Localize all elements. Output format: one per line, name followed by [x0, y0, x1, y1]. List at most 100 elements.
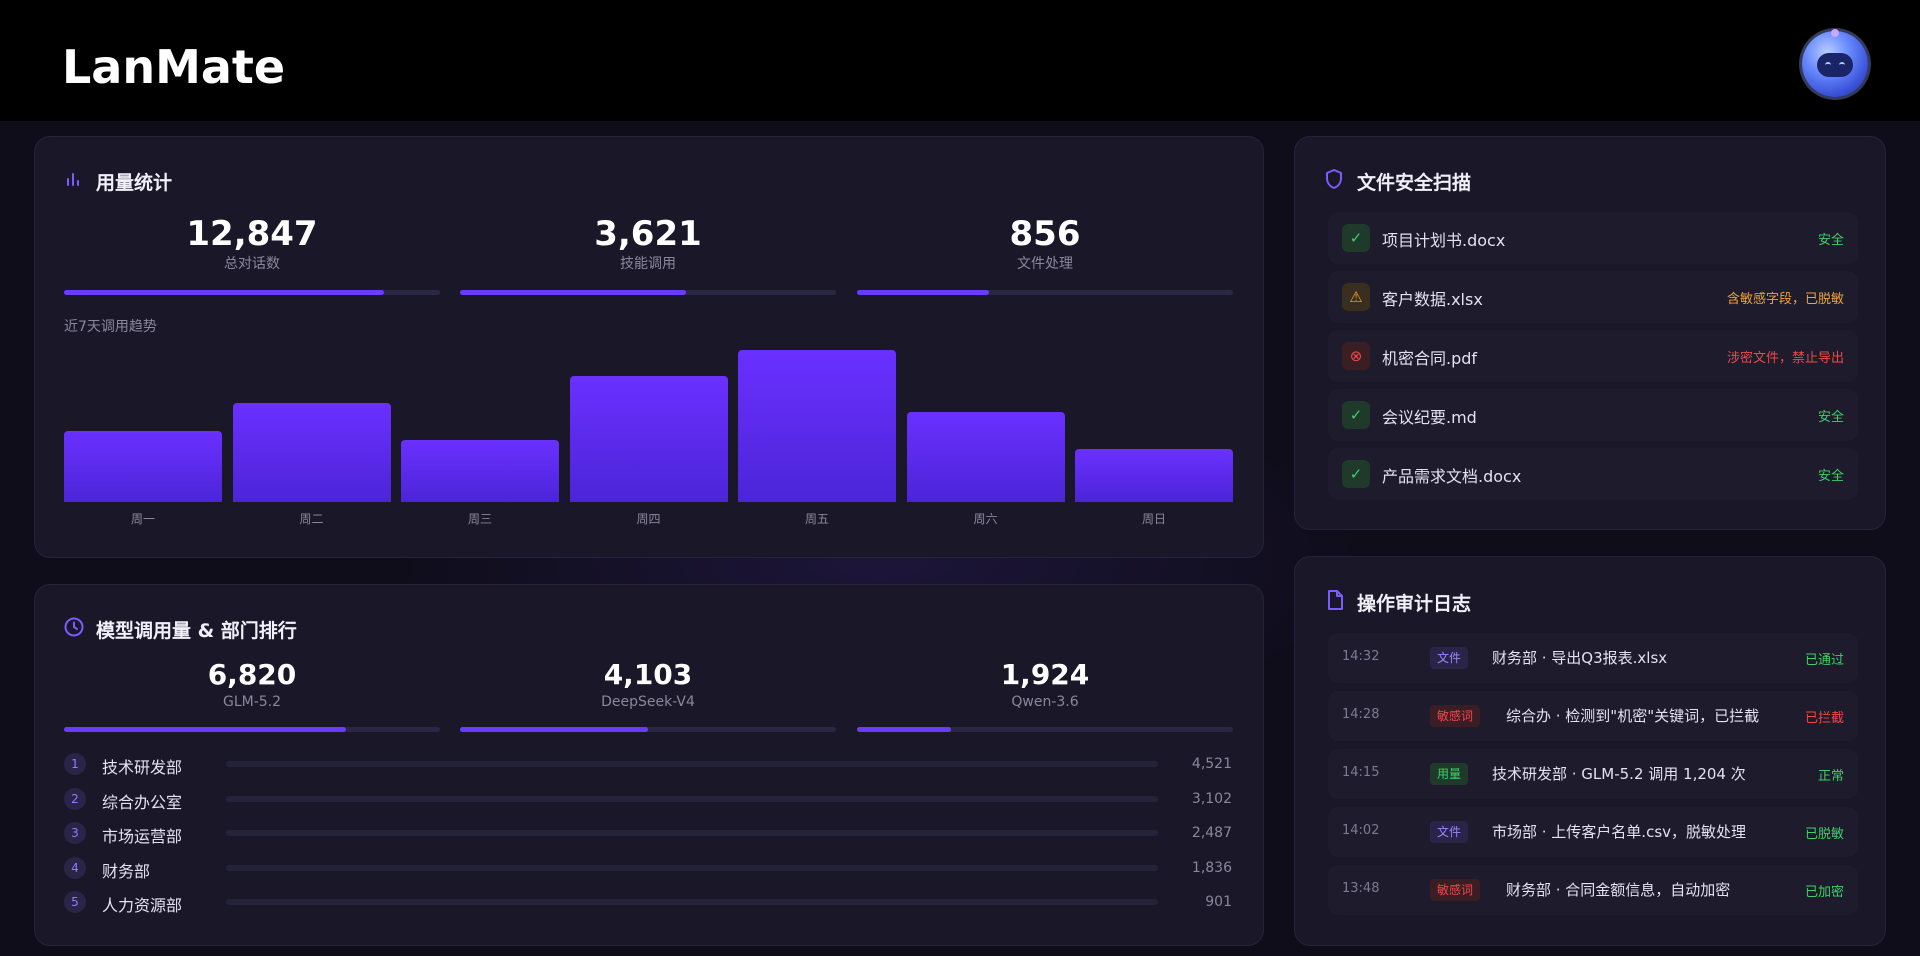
check-icon: ✓ [1342, 224, 1370, 252]
table-row[interactable]: 14:32 文件 财务部 · 导出Q3报表.xlsx 已通过 [1328, 633, 1858, 683]
log-text: 财务部 · 合同金额信息，自动加密 [1506, 881, 1731, 899]
chart-bar[interactable] [738, 350, 896, 502]
avatar-antenna [1831, 29, 1839, 37]
stat-progress [64, 290, 440, 295]
department-value: 3,102 [1191, 791, 1232, 807]
stat-label: 文件处理 [1017, 256, 1073, 272]
stat-progress-fill [64, 290, 384, 295]
log-tag: 用量 [1430, 763, 1469, 785]
stat-value: 6,820 [207, 658, 297, 691]
model-progress-fill [460, 727, 648, 732]
rank-bar [226, 865, 1158, 871]
stat-label: DeepSeek-V4 [601, 694, 695, 710]
department-value: 2,487 [1191, 825, 1232, 841]
rank-bar [226, 796, 1158, 802]
log-tag: 文件 [1430, 647, 1469, 669]
file-name: 客户数据.xlsx [1382, 290, 1483, 309]
table-row[interactable]: 14:15 用量 技术研发部 · GLM-5.2 调用 1,204 次 正常 [1328, 749, 1858, 799]
check-icon: ✓ [1342, 401, 1370, 429]
rank-number: 4 [64, 857, 86, 879]
bar-chart-icon [67, 173, 79, 186]
status-badge: 安全 [1817, 469, 1844, 484]
check-icon: ✓ [1342, 460, 1370, 488]
department-name: 财务部 [102, 862, 151, 881]
rank-number: 5 [64, 891, 86, 913]
rank-bar [226, 761, 1158, 767]
chart-bar[interactable] [1075, 448, 1233, 502]
log-text: 技术研发部 · GLM-5.2 调用 1,204 次 [1492, 765, 1746, 783]
status-badge: 涉密文件，禁止导出 [1726, 351, 1844, 366]
status-badge: 已脱敏 [1804, 827, 1844, 842]
log-tag: 敏感词 [1430, 879, 1481, 901]
log-time: 14:02 [1342, 823, 1380, 838]
rank-bar [226, 830, 1158, 836]
department-name: 综合办公室 [102, 793, 183, 812]
stat-label: 技能调用 [620, 256, 676, 272]
model-progress [857, 727, 1233, 732]
status-badge: 已加密 [1804, 885, 1844, 900]
document-icon [1328, 590, 1343, 610]
file-name: 项目计划书.docx [1382, 231, 1506, 250]
warning-icon: ⚠ [1342, 283, 1370, 311]
stat-value: 1,924 [1000, 658, 1090, 691]
rank-bar [226, 899, 1158, 905]
log-tag: 文件 [1430, 821, 1469, 843]
department-value: 901 [1205, 894, 1232, 910]
avatar-face [1817, 53, 1853, 77]
chart-tick-label: 周二 [299, 512, 324, 526]
chart-bar[interactable] [401, 439, 559, 502]
chart-tick-label: 周一 [130, 512, 155, 526]
chart-tick-label: 周六 [973, 512, 998, 526]
stat-label: 总对话数 [224, 256, 280, 272]
log-tag: 敏感词 [1430, 705, 1481, 727]
stat-model-deepseek: 4,103 DeepSeek-V4 [460, 658, 836, 712]
department-name: 市场运营部 [102, 827, 183, 846]
file-name: 会议纪要.md [1382, 408, 1477, 427]
log-text: 财务部 · 导出Q3报表.xlsx [1492, 649, 1668, 667]
status-badge: 正常 [1817, 769, 1844, 784]
department-value: 4,521 [1191, 756, 1232, 772]
chart-bar[interactable] [906, 412, 1065, 502]
chart-bar[interactable] [569, 375, 728, 502]
chart-tick-label: 周四 [636, 512, 661, 526]
stat-model-glm: 6,820 GLM-5.2 [64, 658, 440, 712]
rank-number: 2 [64, 788, 86, 810]
department-name: 技术研发部 [102, 758, 183, 777]
status-badge: 含敏感字段，已脱敏 [1726, 292, 1844, 307]
rank-number: 1 [64, 753, 86, 775]
status-badge: 安全 [1817, 233, 1844, 248]
list-item[interactable]: ✓ 会议纪要.md 安全 [1328, 389, 1858, 441]
chart-tick-label: 周日 [1141, 512, 1166, 526]
log-text: 市场部 · 上传客户名单.csv，脱敏处理 [1492, 823, 1747, 841]
table-row[interactable]: 13:48 敏感词 财务部 · 合同金额信息，自动加密 已加密 [1328, 865, 1858, 915]
chart-bar[interactable] [232, 403, 391, 502]
file-name: 机密合同.pdf [1382, 349, 1478, 368]
table-row[interactable]: 14:02 文件 市场部 · 上传客户名单.csv，脱敏处理 已脱敏 [1328, 807, 1858, 857]
stat-progress-fill [460, 290, 686, 295]
audit-title: 操作审计日志 [1357, 593, 1472, 615]
avatar-eye [1825, 62, 1831, 66]
model-progress [460, 727, 836, 732]
list-item[interactable]: ✓ 产品需求文档.docx 安全 [1328, 448, 1858, 500]
log-time: 14:32 [1342, 649, 1380, 664]
stat-progress [857, 290, 1233, 295]
list-item[interactable]: ✓ 项目计划书.docx 安全 [1328, 212, 1858, 264]
avatar-eye [1839, 62, 1845, 66]
list-item[interactable]: ⚠ 客户数据.xlsx 含敏感字段，已脱敏 [1328, 271, 1858, 323]
stat-files: 856 文件处理 [857, 214, 1233, 274]
scan-title: 文件安全扫描 [1357, 172, 1472, 194]
chart-tick-label: 周五 [804, 512, 829, 526]
log-time: 13:48 [1342, 881, 1380, 896]
avatar[interactable] [1802, 29, 1868, 97]
rank-number: 3 [64, 822, 86, 844]
list-item[interactable]: ⊗ 机密合同.pdf 涉密文件，禁止导出 [1328, 330, 1858, 382]
table-row[interactable]: 14:28 敏感词 综合办 · 检测到"机密"关键词，已拦截 已拦截 [1328, 691, 1858, 741]
stat-progress-fill [857, 290, 989, 295]
status-badge: 安全 [1817, 410, 1844, 425]
log-time: 14:28 [1342, 707, 1380, 722]
model-progress [64, 727, 440, 732]
stat-value: 4,103 [603, 658, 693, 691]
clock-icon [64, 617, 84, 637]
chart-bar[interactable] [64, 430, 222, 502]
stat-label: GLM-5.2 [222, 694, 282, 710]
